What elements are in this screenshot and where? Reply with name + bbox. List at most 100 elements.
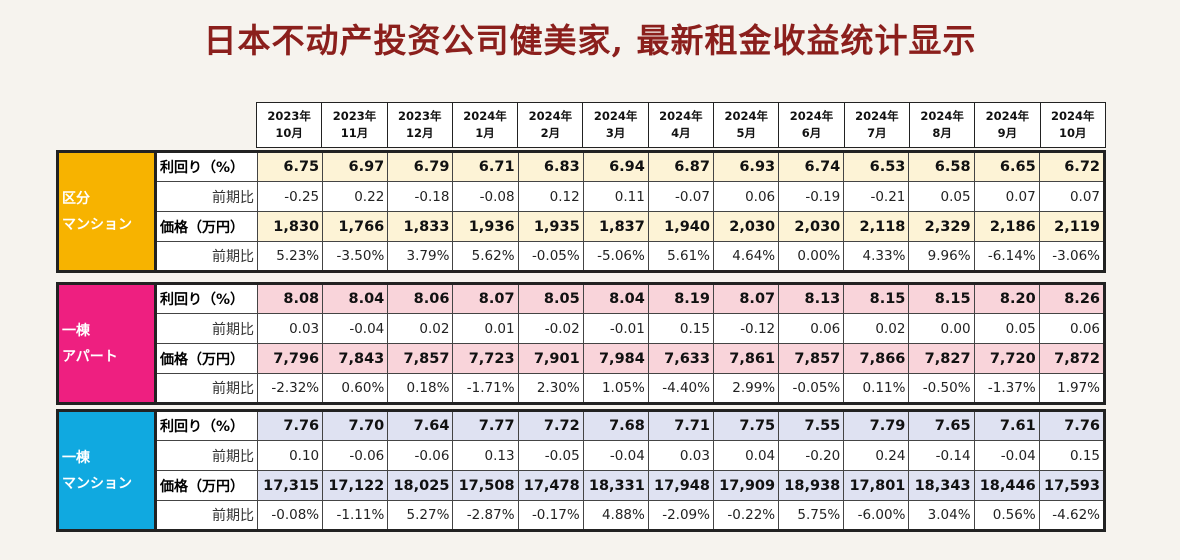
change-value-cell: -0.25 — [256, 181, 324, 212]
change-value-cell: 3.79% — [387, 241, 454, 272]
metric-value-cell: 8.15 — [908, 283, 975, 314]
metric-value-cell: 18,343 — [908, 470, 975, 501]
month-header-table: 2023年 10月 2023年 11月 2023年 12月 2024年 1月 2024年 2月 20… — [255, 102, 1107, 148]
metric-value-cell: 17,122 — [322, 470, 389, 501]
change-value-cell: 9.96% — [908, 241, 975, 272]
change-value-cell: -0.19 — [778, 181, 845, 212]
metric-value-cell: 1,936 — [452, 211, 519, 242]
group-table-kubun-mansion: 区分 マンション 利回り（%） 6.75 6.97 6.79 6.71 6.83 6.94 6.8… — [56, 150, 1106, 273]
change-value-cell: 0.03 — [256, 313, 324, 344]
metric-value-cell: 7.76 — [1038, 410, 1106, 441]
metric-value-cell: 7.70 — [322, 410, 389, 441]
change-value-cell: 4.88% — [582, 500, 649, 531]
group-table-ittou-apartment: 一棟 アパート 利回り（%） 8.08 8.04 8.06 8.07 8.05 8.04 8.19… — [56, 282, 1106, 405]
header-month: 8月 — [932, 126, 952, 140]
month-header-cell: 2024年 9月 — [974, 102, 1041, 148]
change-value-cell: -0.22% — [712, 500, 780, 531]
change-value-cell: 4.33% — [843, 241, 910, 272]
metric-value-cell: 7,723 — [452, 343, 519, 374]
change-value-cell: -1.71% — [452, 373, 519, 404]
metric-value-cell: 6.72 — [1038, 151, 1106, 182]
metric-value-cell: 8.08 — [256, 283, 324, 314]
change-value-cell: 0.01 — [452, 313, 519, 344]
change-value-cell: -3.50% — [322, 241, 389, 272]
change-value-cell: 0.12 — [517, 181, 584, 212]
change-label: 前期比 — [155, 440, 258, 471]
header-year: 2024年 — [528, 109, 573, 123]
change-value-cell: 0.03 — [647, 440, 714, 471]
change-value-cell: 1.05% — [582, 373, 649, 404]
metric-value-cell: 17,948 — [647, 470, 714, 501]
change-value-cell: -0.20 — [778, 440, 845, 471]
metric-value-cell: 7,857 — [778, 343, 845, 374]
change-value-cell: -6.14% — [973, 241, 1040, 272]
month-header-row: 2023年 10月 2023年 11月 2023年 12月 2024年 1月 2024年 2月 20… — [255, 102, 1107, 148]
header-year: 2024年 — [593, 109, 638, 123]
change-value-cell: 0.11 — [582, 181, 649, 212]
header-month: 9月 — [997, 126, 1018, 140]
month-header-cell: 2024年 7月 — [843, 102, 910, 148]
metric-value-cell: 1,766 — [322, 211, 389, 242]
change-value-cell: 0.06 — [1038, 313, 1106, 344]
change-value-cell: -0.06 — [322, 440, 389, 471]
change-value-cell: 1.97% — [1038, 373, 1106, 404]
metric-label: 利回り（%） — [155, 151, 258, 182]
change-value-cell: 0.05 — [908, 181, 975, 212]
header-year: 2024年 — [985, 109, 1030, 123]
metric-row: 価格（万円） 7,796 7,843 7,857 7,723 7,901 7,984 7,63… — [58, 343, 1106, 374]
change-value-cell: 0.02 — [843, 313, 910, 344]
metric-label: 利回り（%） — [155, 283, 258, 314]
change-row: 前期比 -0.25 0.22 -0.18 -0.08 0.12 0.11 -0.07 0.06-… — [58, 181, 1106, 212]
metric-value-cell: 6.93 — [712, 151, 780, 182]
change-value-cell: 5.62% — [452, 241, 519, 272]
change-value-cell: -0.18 — [387, 181, 454, 212]
metric-value-cell: 1,935 — [517, 211, 584, 242]
metric-value-cell: 18,446 — [973, 470, 1040, 501]
metric-value-cell: 7,827 — [908, 343, 975, 374]
change-value-cell: 0.11% — [843, 373, 910, 404]
metric-value-cell: 1,940 — [647, 211, 714, 242]
change-value-cell: 0.00 — [908, 313, 975, 344]
change-value-cell: -0.06 — [387, 440, 454, 471]
group-label-line1: 一棟 — [62, 449, 90, 466]
month-header-cell: 2024年 4月 — [647, 102, 715, 148]
header-month: 4月 — [671, 126, 691, 140]
change-value-cell: -0.05% — [517, 241, 584, 272]
metric-row: 区分 マンション 利回り（%） 6.75 6.97 6.79 6.71 6.83 6.94 6.8… — [57, 151, 1106, 272]
header-year: 2024年 — [1051, 109, 1095, 123]
metric-value-cell: 6.74 — [778, 151, 845, 182]
change-row: 前期比 0.10 -0.06 -0.06 0.13 -0.05 -0.04 0.03 0.04-… — [58, 440, 1106, 471]
rent-yield-sheet: 2023年 10月 2023年 11月 2023年 12月 2024年 1月 2024年 2月 20… — [56, 100, 1108, 540]
month-header-cell: 2023年 12月 — [386, 102, 453, 148]
header-year: 2023年 — [267, 109, 311, 123]
change-value-cell: 0.05 — [973, 313, 1040, 344]
metric-value-cell: 7,901 — [517, 343, 584, 374]
change-value-cell: 0.15 — [1038, 440, 1106, 471]
metric-label: 価格（万円） — [155, 470, 258, 501]
header-month: 5月 — [736, 126, 756, 140]
change-value-cell: -3.06% — [1038, 241, 1106, 272]
change-value-cell: -5.06% — [582, 241, 649, 272]
header-month: 7月 — [867, 126, 887, 140]
group-label-line1: 区分 — [62, 190, 90, 207]
group-label: 区分 マンション — [57, 151, 157, 272]
group-label-line1: 一棟 — [62, 322, 90, 339]
change-value-cell: -0.08 — [452, 181, 519, 212]
change-label: 前期比 — [155, 373, 258, 404]
group-label-line2: マンション — [62, 216, 132, 233]
metric-label: 価格（万円） — [155, 211, 258, 242]
metric-value-cell: 6.58 — [908, 151, 975, 182]
metric-row: 価格（万円） 1,830 1,766 1,833 1,936 1,935 1,837 1,94… — [58, 211, 1106, 242]
metric-row: 一棟 アパート 利回り（%） 8.08 8.04 8.06 8.07 8.05 8.04 8.19… — [57, 283, 1106, 404]
metric-value-cell: 6.94 — [582, 151, 649, 182]
change-value-cell: 0.06 — [778, 313, 845, 344]
header-month: 1月 — [475, 126, 495, 140]
metric-row: 一棟 マンション 利回り（%） 7.76 7.70 7.64 7.77 7.72 7.68 7.7… — [57, 410, 1106, 531]
metric-value-cell: 6.83 — [517, 151, 584, 182]
metric-value-cell: 8.13 — [778, 283, 845, 314]
month-header-cell: 2024年 1月 — [451, 102, 519, 148]
change-label: 前期比 — [155, 313, 258, 344]
metric-value-cell: 8.26 — [1038, 283, 1106, 314]
metric-value-cell: 7,720 — [973, 343, 1040, 374]
